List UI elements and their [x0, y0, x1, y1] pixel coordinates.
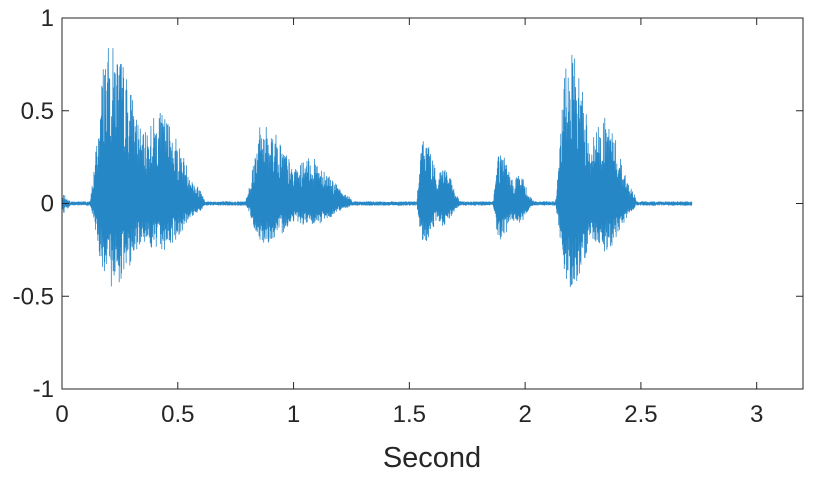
x-tick-label: 3	[750, 401, 763, 428]
waveform-series	[61, 48, 693, 288]
waveform-line	[61, 48, 693, 288]
x-tick-label: 2	[518, 401, 531, 428]
y-tick-label: 0.5	[21, 98, 54, 125]
y-tick-label: 0	[41, 191, 54, 218]
x-tick-label: 1	[287, 401, 300, 428]
y-tick-label: -1	[33, 376, 54, 403]
x-tick-label: 0.5	[161, 401, 194, 428]
y-tick-label: -0.5	[13, 283, 54, 310]
x-axis-label: Second	[383, 442, 481, 474]
x-tick-label: 1.5	[393, 401, 426, 428]
y-tick-label: 1	[41, 5, 54, 32]
axis-ticks: 0 0.5 1 1.5 2 2.5 3 1 0.5 0 -0.5 -1	[13, 5, 803, 428]
x-tick-label: 2.5	[624, 401, 657, 428]
x-tick-label: 0	[55, 401, 68, 428]
